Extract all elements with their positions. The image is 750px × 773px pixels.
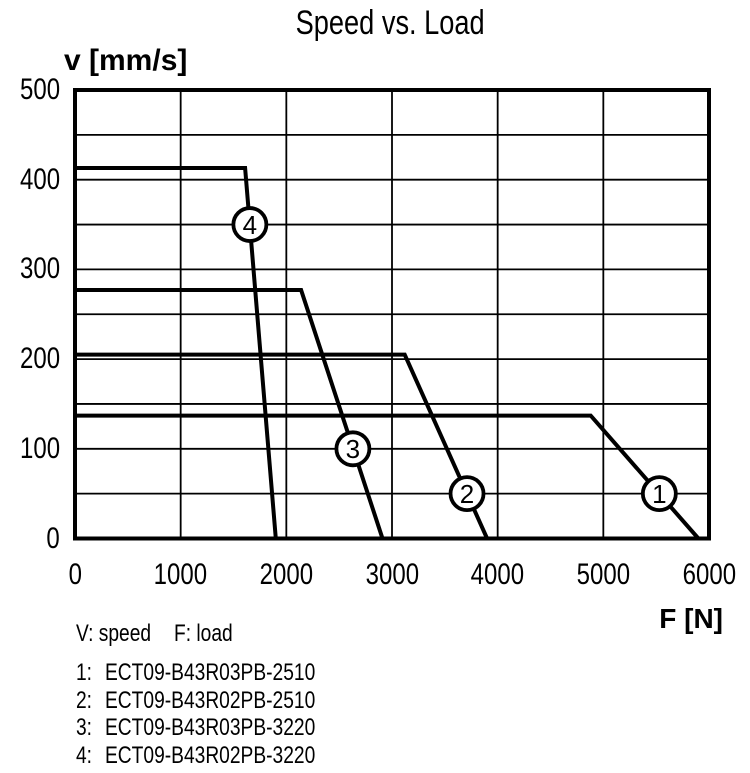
curve-marker-number-2: 2 bbox=[460, 479, 474, 509]
curve-2 bbox=[75, 352, 489, 540]
y-tick-text: 0 bbox=[46, 521, 60, 555]
x-tick-text: 3000 bbox=[365, 558, 419, 591]
x-tick-text: 5000 bbox=[576, 558, 631, 591]
curve-marker-circle-2 bbox=[448, 475, 486, 513]
curve-1 bbox=[75, 413, 700, 540]
legend-item-number: 4: bbox=[76, 742, 96, 770]
legend-item-model-text: ECT09-B43R02PB-2510 bbox=[105, 686, 316, 714]
x-tick-label-1000: 1000 bbox=[126, 559, 236, 591]
x-tick-text: 0 bbox=[68, 558, 82, 591]
y-tick-text: 200 bbox=[19, 342, 60, 376]
legend-item-number: 1: bbox=[76, 659, 96, 687]
legend-note-speed: V: speed bbox=[76, 620, 170, 648]
legend-note-load-text: F: load bbox=[174, 620, 233, 647]
legend-note-load: F: load bbox=[174, 620, 247, 648]
legend-item-model: ECT09-B43R02PB-3220 bbox=[105, 742, 368, 770]
curve-marker-number-1: 1 bbox=[652, 479, 666, 509]
legend-item-1: 1: ECT09-B43R03PB-2510 bbox=[76, 659, 396, 686]
curve-marker-circle-3 bbox=[334, 430, 372, 468]
y-tick-label-400: 400 bbox=[0, 162, 60, 196]
y-tick-label-300: 300 bbox=[0, 253, 60, 285]
legend-item-number: 3: bbox=[76, 714, 96, 742]
legend-item-model: ECT09-B43R03PB-2510 bbox=[105, 659, 368, 687]
x-tick-text: 1000 bbox=[153, 558, 208, 591]
y-tick-text: 500 bbox=[19, 73, 60, 106]
chart-title-text: Speed vs. Load bbox=[295, 4, 485, 42]
y-tick-label-200: 200 bbox=[0, 343, 60, 375]
legend-item-4: 4: ECT09-B43R02PB-3220 bbox=[76, 742, 396, 769]
curve-marker-number-4: 4 bbox=[243, 210, 257, 240]
curve-marker-number-3: 3 bbox=[346, 434, 360, 464]
x-axis-label: F [N] bbox=[659, 603, 723, 634]
chart-title: Speed vs. Load bbox=[15, 4, 750, 43]
legend-item-number-text: 1: bbox=[76, 659, 93, 686]
legend-item-model-text: ECT09-B43R03PB-3220 bbox=[105, 714, 316, 741]
x-tick-label-2000: 2000 bbox=[231, 559, 341, 591]
curve-marker-circle-1 bbox=[640, 475, 678, 513]
x-tick-label-3000: 3000 bbox=[337, 559, 447, 591]
y-tick-label-500: 500 bbox=[0, 74, 60, 106]
legend-item-number-text: 2: bbox=[76, 686, 93, 714]
legend-item-model: ECT09-B43R02PB-2510 bbox=[105, 687, 368, 715]
plot-frame bbox=[73, 88, 711, 541]
y-tick-label-0: 0 bbox=[0, 521, 60, 555]
legend-item-number: 2: bbox=[76, 687, 96, 715]
x-tick-text: 4000 bbox=[470, 558, 525, 591]
legend-item-2: 2: ECT09-B43R02PB-2510 bbox=[76, 687, 396, 714]
legend-note-speed-text: V: speed bbox=[76, 620, 152, 647]
legend-item-model-text: ECT09-B43R02PB-3220 bbox=[105, 741, 316, 769]
y-tick-text: 400 bbox=[19, 162, 60, 196]
x-tick-label-6000: 6000 bbox=[654, 559, 750, 591]
x-tick-text: 2000 bbox=[259, 558, 314, 591]
curve-marker-circle-4 bbox=[231, 206, 269, 243]
legend-item-number-text: 3: bbox=[76, 714, 93, 741]
y-tick-text: 300 bbox=[19, 252, 60, 286]
legend-item-3: 3: ECT09-B43R03PB-3220 bbox=[76, 714, 396, 741]
x-tick-label-0: 0 bbox=[20, 559, 130, 591]
legend-item-model: ECT09-B43R03PB-3220 bbox=[105, 714, 368, 742]
y-axis-label: v [mm/s] bbox=[64, 44, 188, 77]
x-tick-label-4000: 4000 bbox=[443, 559, 553, 591]
legend-item-number-text: 4: bbox=[76, 741, 93, 769]
legend-list: 1: ECT09-B43R03PB-2510 2: ECT09-B43R02PB-25… bbox=[76, 659, 396, 771]
x-tick-label-5000: 5000 bbox=[548, 559, 658, 591]
x-tick-text: 6000 bbox=[682, 558, 736, 591]
y-tick-label-100: 100 bbox=[0, 431, 60, 465]
curve-4 bbox=[75, 166, 278, 539]
legend-note: V: speed F: load bbox=[76, 620, 376, 648]
legend-item-model-text: ECT09-B43R03PB-2510 bbox=[105, 659, 316, 686]
y-tick-text: 100 bbox=[19, 431, 60, 465]
